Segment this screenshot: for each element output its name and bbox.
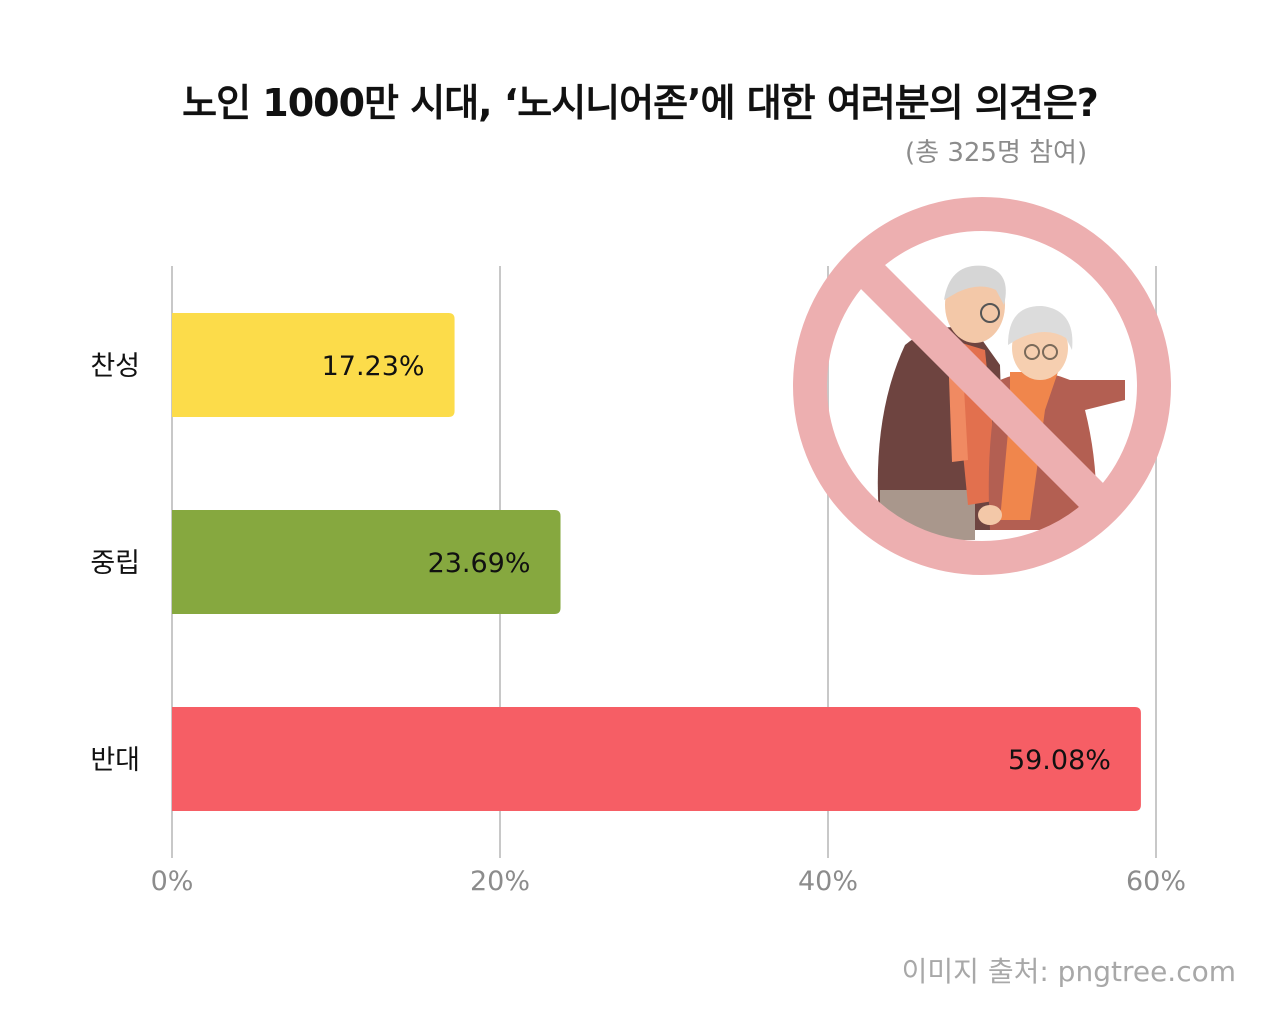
category-label: 찬성: [90, 351, 140, 382]
bar-3: [172, 707, 1141, 811]
x-tick-label: 0%: [151, 866, 194, 897]
value-label: 59.08%: [1008, 745, 1111, 776]
no-elderly-sign-icon: [793, 197, 1171, 575]
image-source-credit: 이미지 출처: pngtree.com: [901, 955, 1236, 988]
x-tick-label: 60%: [1126, 866, 1186, 897]
category-label: 반대: [90, 745, 140, 776]
x-tick-label: 40%: [798, 866, 858, 897]
bar-1: [172, 313, 455, 417]
value-label: 23.69%: [428, 548, 531, 579]
x-tick-label: 20%: [470, 866, 530, 897]
bar-2: [172, 510, 561, 614]
chart-title: 노인 1000만 시대, ‘노시니어존’에 대한 여러분의 의견은?: [182, 81, 1099, 125]
chart-subtitle: (총 325명 참여): [905, 138, 1088, 168]
value-label: 17.23%: [322, 351, 425, 382]
category-label: 중립: [90, 548, 140, 579]
